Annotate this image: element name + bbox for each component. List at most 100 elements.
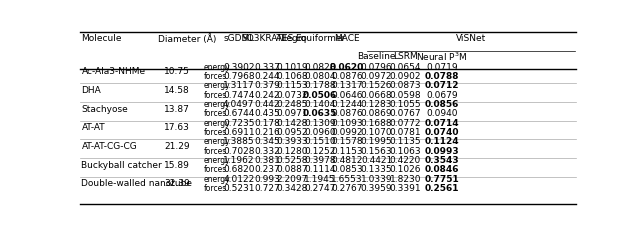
Text: 0.1063: 0.1063: [390, 147, 421, 156]
Text: 0.0719: 0.0719: [426, 63, 458, 72]
Text: 15.89: 15.89: [164, 161, 190, 170]
Text: forces: forces: [204, 128, 227, 137]
Text: 0.1283: 0.1283: [361, 100, 392, 109]
Text: 0.0972: 0.0972: [361, 72, 392, 81]
Text: 0.0993: 0.0993: [425, 147, 460, 156]
Text: 0.727: 0.727: [255, 184, 280, 193]
Text: Diameter (Å): Diameter (Å): [158, 34, 217, 44]
Text: 0.2485: 0.2485: [276, 100, 308, 109]
Text: 0.178: 0.178: [255, 119, 280, 128]
Text: Allegro: Allegro: [276, 34, 308, 43]
Text: 0.0506: 0.0506: [303, 91, 337, 100]
Text: MACE: MACE: [334, 34, 360, 43]
Text: 0.1317: 0.1317: [331, 81, 363, 90]
Text: 13.87: 13.87: [164, 105, 190, 114]
Text: 0.379: 0.379: [255, 81, 280, 90]
Text: sGDML: sGDML: [223, 34, 254, 43]
Text: 0.1055: 0.1055: [390, 100, 421, 109]
Text: 0.1153: 0.1153: [276, 81, 308, 90]
Text: 0.1244: 0.1244: [332, 100, 362, 109]
Text: 0.3933: 0.3933: [276, 137, 308, 146]
Text: 0.6911: 0.6911: [223, 128, 255, 137]
Text: 0.0873: 0.0873: [390, 81, 421, 90]
Text: 0.3978: 0.3978: [304, 156, 336, 165]
Text: energy: energy: [204, 100, 230, 109]
Text: 17.63: 17.63: [164, 123, 190, 132]
Text: 0.0772: 0.0772: [390, 119, 421, 128]
Text: 0.1428: 0.1428: [276, 119, 308, 128]
Text: 0.3428: 0.3428: [276, 184, 308, 193]
Text: 0.0767: 0.0767: [390, 110, 421, 118]
Text: 0.2767: 0.2767: [331, 184, 363, 193]
Text: AT-AT-CG-CG: AT-AT-CG-CG: [81, 142, 137, 151]
Text: 0.0712: 0.0712: [425, 81, 460, 90]
Text: 0.332: 0.332: [255, 147, 280, 156]
Text: 0.0679: 0.0679: [426, 91, 458, 100]
Text: 0.5258: 0.5258: [276, 156, 308, 165]
Text: 0.0876: 0.0876: [331, 110, 363, 118]
Text: 0.6820: 0.6820: [223, 165, 255, 174]
Text: 0.0804: 0.0804: [304, 72, 336, 81]
Text: 0.237: 0.237: [255, 165, 280, 174]
Text: LSRM: LSRM: [393, 52, 418, 61]
Text: 0.2747: 0.2747: [305, 184, 336, 193]
Text: 0.1135: 0.1135: [390, 137, 421, 146]
Text: 0.3543: 0.3543: [425, 156, 460, 165]
Text: 0.2561: 0.2561: [425, 184, 460, 193]
Text: 0.0992: 0.0992: [331, 128, 363, 137]
Text: 0.1563: 0.1563: [361, 147, 392, 156]
Text: Stachyose: Stachyose: [81, 105, 128, 114]
Text: forces: forces: [204, 91, 227, 100]
Text: energy: energy: [204, 63, 230, 72]
Text: 0.3391: 0.3391: [390, 184, 421, 193]
Text: 0.0598: 0.0598: [390, 91, 421, 100]
Text: 0.1093: 0.1093: [331, 119, 363, 128]
Text: 0.0620: 0.0620: [330, 63, 364, 72]
Text: 0.1995: 0.1995: [361, 137, 392, 146]
Text: 0.0846: 0.0846: [425, 165, 460, 174]
Text: 0.1026: 0.1026: [390, 165, 421, 174]
Text: 0.7751: 0.7751: [425, 175, 460, 184]
Text: 0.0788: 0.0788: [425, 72, 460, 81]
Text: SO3KRATES: SO3KRATES: [241, 34, 294, 43]
Text: 0.7474: 0.7474: [223, 91, 255, 100]
Text: 0.5231: 0.5231: [223, 184, 255, 193]
Text: energy: energy: [204, 119, 230, 128]
Text: 0.1019: 0.1019: [276, 63, 308, 72]
Text: 1.8230: 1.8230: [390, 175, 421, 184]
Text: ViSNet: ViSNet: [456, 34, 486, 43]
Text: 14.58: 14.58: [164, 86, 190, 95]
Text: 0.0869: 0.0869: [361, 110, 392, 118]
Text: forces: forces: [204, 165, 227, 174]
Text: energy: energy: [204, 175, 230, 184]
Text: 0.0781: 0.0781: [390, 128, 421, 137]
Text: 0.1124: 0.1124: [425, 137, 460, 146]
Text: 0.1688: 0.1688: [361, 119, 392, 128]
Text: 0.0960: 0.0960: [304, 128, 336, 137]
Text: Ac-Ala3-NHMe: Ac-Ala3-NHMe: [81, 67, 146, 76]
Text: 0.1309: 0.1309: [304, 119, 336, 128]
Text: 0.1153: 0.1153: [331, 147, 363, 156]
Text: 1.6553: 1.6553: [331, 175, 363, 184]
Text: 1.1945: 1.1945: [304, 175, 336, 184]
Text: 0.0856: 0.0856: [425, 100, 460, 109]
Text: 0.0796: 0.0796: [361, 63, 392, 72]
Text: 0.0714: 0.0714: [425, 119, 460, 128]
Text: Double-walled nanotube: Double-walled nanotube: [81, 179, 193, 188]
Text: 0.381: 0.381: [255, 156, 280, 165]
Text: 1.0339: 1.0339: [361, 175, 392, 184]
Text: 0.0940: 0.0940: [426, 110, 458, 118]
Text: 32.39: 32.39: [164, 179, 190, 188]
Text: 0.0732: 0.0732: [276, 91, 308, 100]
Text: energy: energy: [204, 137, 230, 146]
Text: 0.0887: 0.0887: [276, 165, 308, 174]
Text: 0.435: 0.435: [255, 110, 280, 118]
Text: 0.0654: 0.0654: [390, 63, 421, 72]
Text: Buckyball catcher: Buckyball catcher: [81, 161, 162, 170]
Text: Neural P$^3$M: Neural P$^3$M: [417, 51, 468, 63]
Text: Molecule: Molecule: [81, 34, 122, 43]
Text: 10.75: 10.75: [164, 67, 190, 76]
Text: 0.3902: 0.3902: [223, 63, 255, 72]
Text: 0.7028: 0.7028: [223, 147, 255, 156]
Text: 0.0853: 0.0853: [331, 165, 363, 174]
